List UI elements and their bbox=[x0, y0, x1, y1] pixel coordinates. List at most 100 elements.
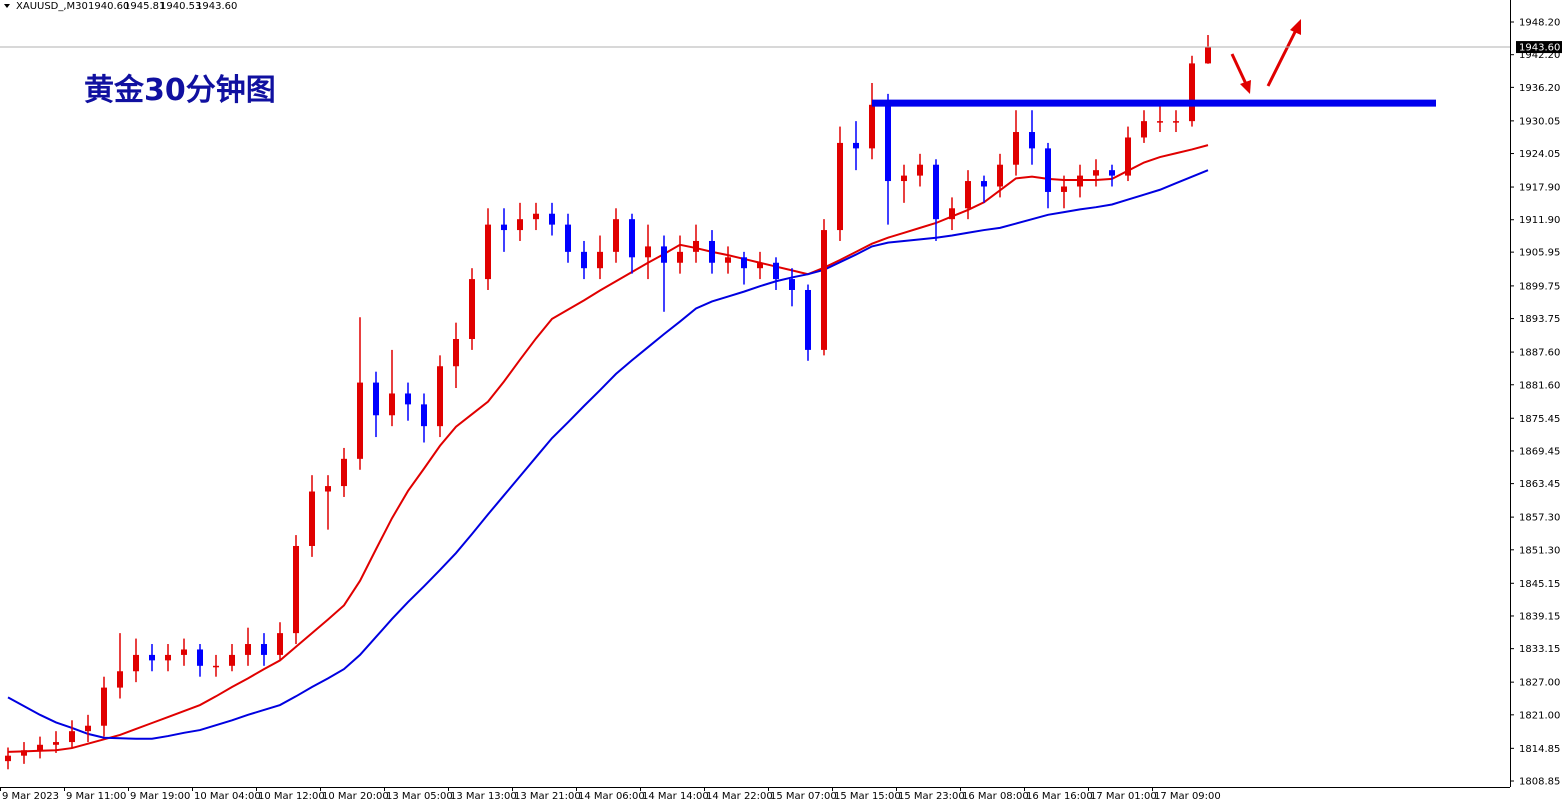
candle-body bbox=[149, 654, 155, 661]
candle-body bbox=[117, 671, 123, 688]
candle-body bbox=[757, 262, 763, 269]
x-tick-label: 9 Mar 11:00 bbox=[66, 791, 126, 802]
x-tick-label: 17 Mar 01:00 bbox=[1090, 791, 1157, 802]
y-tick-label: 1833.15 bbox=[1519, 644, 1560, 655]
candle-body bbox=[469, 279, 475, 340]
y-tick-label: 1942.20 bbox=[1519, 50, 1560, 61]
close-price: 1943.60 bbox=[196, 1, 237, 12]
y-tick-label: 1845.15 bbox=[1519, 579, 1560, 590]
candle-body bbox=[837, 142, 843, 231]
y-tick-label: 1917.90 bbox=[1519, 183, 1560, 194]
candle-body bbox=[517, 219, 523, 231]
candle-body bbox=[1125, 137, 1131, 176]
y-tick-label: 1924.05 bbox=[1519, 149, 1560, 160]
candle-body bbox=[725, 257, 731, 263]
x-tick-label: 13 Mar 21:00 bbox=[514, 791, 581, 802]
y-tick-label: 1839.15 bbox=[1519, 611, 1560, 622]
candle-body bbox=[1093, 170, 1099, 176]
candle-body bbox=[1077, 175, 1083, 187]
menu-icon bbox=[4, 4, 10, 8]
moving-average bbox=[7, 144, 1209, 753]
x-tick-label: 13 Mar 13:00 bbox=[450, 791, 517, 802]
x-tick-label: 10 Mar 12:00 bbox=[258, 791, 325, 802]
candle-body bbox=[645, 246, 651, 258]
candle-body bbox=[357, 382, 363, 459]
candle-body bbox=[581, 251, 587, 269]
candle-body bbox=[821, 230, 827, 350]
candle-body bbox=[133, 654, 139, 672]
candle-body bbox=[101, 687, 107, 726]
candle-body bbox=[245, 644, 251, 655]
candle-body bbox=[869, 104, 875, 149]
current-price-label: 1943.60 bbox=[1519, 43, 1560, 54]
candle-body bbox=[1189, 63, 1195, 122]
x-tick-label: 13 Mar 05:00 bbox=[386, 791, 453, 802]
candle-body bbox=[1061, 186, 1067, 192]
candle-body bbox=[485, 224, 491, 280]
candle-body bbox=[405, 393, 411, 405]
candle-body bbox=[741, 257, 747, 269]
candle-body bbox=[421, 404, 427, 427]
candle-body bbox=[565, 224, 571, 252]
candle-body bbox=[1029, 132, 1035, 149]
candle-body bbox=[261, 644, 267, 655]
x-tick-label: 14 Mar 06:00 bbox=[578, 791, 645, 802]
low-price: 1940.53 bbox=[160, 1, 201, 12]
y-tick-label: 1930.05 bbox=[1519, 116, 1560, 127]
candle-body bbox=[309, 491, 315, 546]
candle-body bbox=[693, 240, 699, 252]
x-tick-label: 15 Mar 23:00 bbox=[898, 791, 965, 802]
candle-body bbox=[1141, 121, 1147, 138]
candle-body bbox=[1109, 170, 1115, 176]
candle-body bbox=[853, 142, 859, 149]
y-tick-label: 1863.45 bbox=[1519, 479, 1560, 490]
candle-body bbox=[1157, 121, 1163, 123]
y-tick-label: 1936.20 bbox=[1519, 83, 1560, 94]
candle-body bbox=[629, 219, 635, 258]
candle-body bbox=[277, 633, 283, 655]
open-price: 1940.60 bbox=[88, 1, 129, 12]
x-tick-label: 10 Mar 20:00 bbox=[322, 791, 389, 802]
candle-body bbox=[789, 279, 795, 290]
candle-body bbox=[293, 545, 299, 634]
x-tick-label: 16 Mar 08:00 bbox=[962, 791, 1029, 802]
x-tick-label: 14 Mar 22:00 bbox=[706, 791, 773, 802]
y-tick-label: 1893.75 bbox=[1519, 314, 1560, 325]
y-tick-label: 1869.45 bbox=[1519, 446, 1560, 457]
candle-body bbox=[613, 219, 619, 252]
candle-body bbox=[885, 104, 891, 182]
x-tick-label: 9 Mar 19:00 bbox=[130, 791, 190, 802]
candle-body bbox=[53, 742, 59, 745]
candle-body bbox=[677, 251, 683, 263]
current-price-box bbox=[1516, 41, 1562, 54]
candle-body bbox=[1013, 132, 1019, 165]
candle-body bbox=[1205, 47, 1211, 64]
x-tick-label: 16 Mar 16:00 bbox=[1026, 791, 1093, 802]
candle-body bbox=[965, 181, 971, 209]
y-tick-label: 1808.85 bbox=[1519, 777, 1560, 788]
y-tick-label: 1899.75 bbox=[1519, 281, 1560, 292]
candle-body bbox=[981, 181, 987, 187]
candle-body bbox=[389, 393, 395, 416]
x-tick-label: 9 Mar 2023 bbox=[2, 791, 59, 802]
y-tick-label: 1814.85 bbox=[1519, 744, 1560, 755]
candle-body bbox=[709, 240, 715, 263]
candle-body bbox=[325, 486, 331, 492]
x-tick-label: 14 Mar 14:00 bbox=[642, 791, 709, 802]
candle-body bbox=[661, 246, 667, 263]
candle-body bbox=[949, 208, 955, 220]
candle-body bbox=[933, 164, 939, 220]
candle-body bbox=[773, 262, 779, 280]
candle-body bbox=[1173, 121, 1179, 123]
y-tick-label: 1887.60 bbox=[1519, 348, 1560, 359]
y-tick-label: 1821.00 bbox=[1519, 710, 1560, 721]
candle-body bbox=[213, 665, 219, 668]
candle-body bbox=[69, 731, 75, 743]
chart-title: 黄金30分钟图 bbox=[84, 73, 276, 108]
candle-body bbox=[5, 755, 11, 762]
candle-body bbox=[997, 164, 1003, 187]
y-tick-label: 1851.30 bbox=[1519, 545, 1560, 556]
moving-average bbox=[7, 169, 1209, 740]
candle-body bbox=[165, 654, 171, 661]
